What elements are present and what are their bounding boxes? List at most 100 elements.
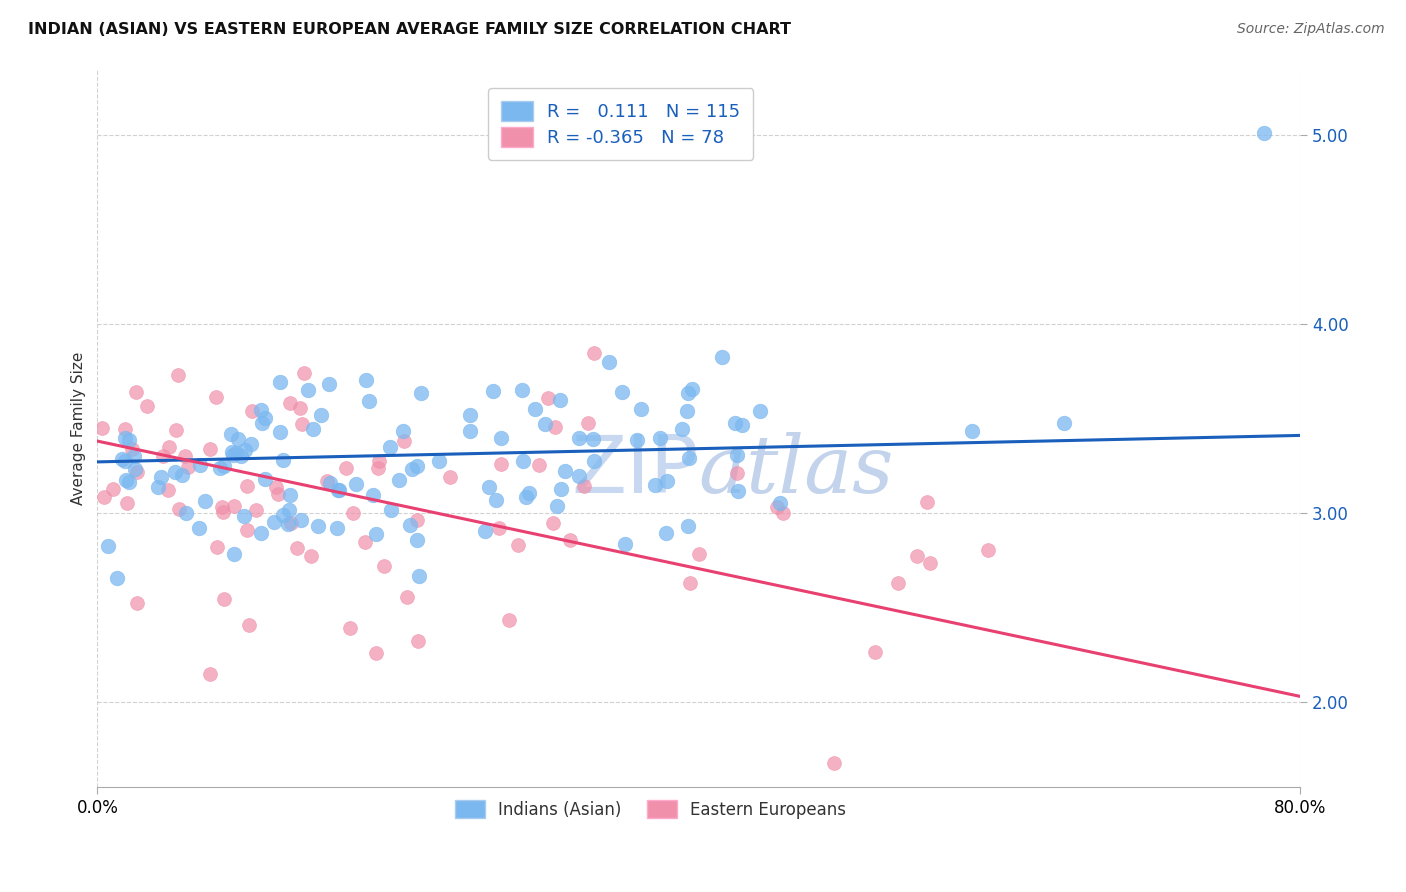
Point (405, 513, 427, 527)
Point (315, 474, 337, 488)
Point (655, 474, 678, 488)
Point (572, 478, 595, 492)
Point (167, 502, 190, 516)
Point (297, 383, 319, 397)
Point (90, 421, 112, 435)
Point (174, 449, 197, 463)
Point (354, 373, 377, 387)
Point (458, 425, 481, 439)
Point (167, 368, 190, 383)
Point (460, 408, 482, 422)
Point (610, 385, 633, 400)
Point (533, 417, 555, 431)
Point (245, 503, 267, 517)
Point (188, 458, 211, 473)
Point (488, 520, 510, 534)
Point (388, 473, 411, 487)
Point (724, 417, 747, 431)
Point (125, 596, 148, 610)
Point (546, 499, 568, 513)
Point (328, 483, 350, 498)
Point (544, 420, 567, 434)
Point (194, 493, 217, 508)
Point (114, 473, 136, 487)
Text: INDIAN (ASIAN) VS EASTERN EUROPEAN AVERAGE FAMILY SIZE CORRELATION CHART: INDIAN (ASIAN) VS EASTERN EUROPEAN AVERA… (28, 22, 792, 37)
Point (280, 516, 302, 531)
Point (765, 500, 787, 515)
Point (598, 354, 620, 368)
Point (865, 645, 887, 659)
Point (905, 549, 928, 564)
Point (727, 483, 749, 498)
Point (214, 459, 236, 474)
Point (200, 667, 222, 681)
Point (678, 576, 700, 591)
Point (187, 521, 209, 535)
Point (725, 466, 748, 480)
Point (394, 434, 416, 449)
Point (960, 424, 983, 438)
Point (524, 401, 547, 416)
Point (254, 472, 277, 486)
Point (204, 390, 226, 404)
Point (367, 461, 389, 475)
Point (730, 417, 752, 432)
Point (271, 508, 294, 523)
Point (114, 454, 136, 468)
Point (105, 571, 128, 585)
Point (439, 470, 461, 484)
Point (165, 465, 187, 479)
Point (290, 514, 312, 528)
Point (152, 449, 174, 463)
Point (671, 422, 693, 436)
Point (411, 386, 433, 401)
Point (291, 417, 314, 431)
Point (301, 549, 323, 564)
Point (710, 350, 733, 364)
Point (512, 454, 534, 468)
Point (515, 491, 537, 505)
Point (401, 462, 423, 476)
Point (582, 346, 605, 360)
Point (177, 460, 200, 475)
Point (489, 431, 512, 445)
Point (240, 403, 263, 417)
Point (311, 408, 333, 422)
Point (482, 384, 505, 398)
Point (285, 541, 308, 555)
Point (725, 449, 748, 463)
Point (301, 422, 323, 436)
Point (225, 446, 247, 460)
Text: atlas: atlas (699, 433, 894, 509)
Point (249, 526, 271, 541)
Point (278, 488, 301, 502)
Point (211, 505, 233, 519)
Point (630, 401, 652, 416)
Point (1253, 126, 1275, 140)
Point (292, 366, 315, 380)
Point (392, 424, 415, 438)
Point (527, 458, 550, 472)
Point (326, 521, 349, 535)
Point (357, 393, 380, 408)
Point (170, 468, 193, 483)
Point (583, 453, 606, 467)
Point (221, 445, 243, 459)
Point (568, 468, 591, 483)
Point (582, 432, 605, 446)
Point (510, 383, 533, 397)
Point (681, 382, 703, 396)
Point (373, 558, 395, 573)
Point (103, 482, 125, 496)
Point (174, 506, 197, 520)
Point (127, 465, 149, 479)
Point (124, 461, 146, 475)
Point (326, 483, 349, 497)
Point (157, 440, 180, 454)
Point (537, 391, 560, 405)
Point (485, 492, 508, 507)
Point (269, 376, 291, 390)
Point (97, 539, 120, 553)
Point (236, 523, 259, 537)
Point (269, 425, 291, 439)
